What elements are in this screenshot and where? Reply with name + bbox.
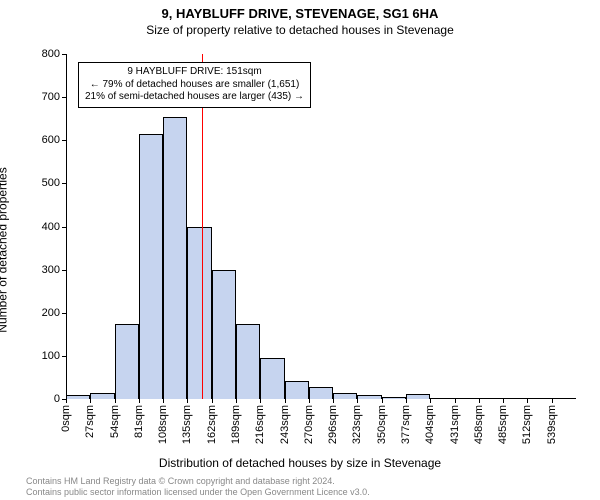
x-tick-label: 512sqm [521, 399, 533, 444]
histogram-bar [309, 387, 333, 399]
x-tick-label: 162sqm [206, 399, 218, 444]
y-tick-mark [62, 227, 66, 228]
y-tick-mark [62, 356, 66, 357]
x-tick-label: 108sqm [157, 399, 169, 444]
x-tick-label: 216sqm [254, 399, 266, 444]
x-tick-label: 189sqm [230, 399, 242, 444]
x-tick-label: 350sqm [376, 399, 388, 444]
histogram-bar [212, 270, 236, 399]
annotation-line: ← 79% of detached houses are smaller (1,… [85, 79, 304, 92]
x-tick-label: 243sqm [279, 399, 291, 444]
y-tick-label: 600 [26, 134, 66, 146]
x-tick-label: 431sqm [449, 399, 461, 444]
y-tick-mark [62, 270, 66, 271]
annotation-line: 9 HAYBLUFF DRIVE: 151sqm [85, 66, 304, 79]
x-tick-label: 404sqm [424, 399, 436, 444]
x-tick-label: 323sqm [351, 399, 363, 444]
y-tick-label: 100 [26, 350, 66, 362]
y-tick-mark [62, 313, 66, 314]
footer-line-1: Contains HM Land Registry data © Crown c… [26, 476, 370, 487]
histogram-bar [139, 134, 163, 399]
x-tick-label: 0sqm [60, 399, 72, 432]
x-tick-label: 539sqm [546, 399, 558, 444]
page-title: 9, HAYBLUFF DRIVE, STEVENAGE, SG1 6HA [0, 0, 600, 21]
y-tick-label: 300 [26, 264, 66, 276]
x-tick-label: 377sqm [400, 399, 412, 444]
y-axis-label: Number of detached properties [0, 167, 10, 332]
x-tick-label: 81sqm [133, 399, 145, 438]
x-axis-label: Distribution of detached houses by size … [159, 456, 441, 470]
x-tick-label: 27sqm [84, 399, 96, 438]
x-tick-label: 458sqm [473, 399, 485, 444]
x-tick-label: 54sqm [109, 399, 121, 438]
histogram-bar [187, 227, 211, 400]
y-tick-mark [62, 54, 66, 55]
histogram-bar [260, 358, 284, 399]
annotation-line: 21% of semi-detached houses are larger (… [85, 91, 304, 104]
footer-line-2: Contains public sector information licen… [26, 487, 370, 498]
y-tick-label: 500 [26, 177, 66, 189]
histogram-bar [115, 324, 139, 399]
x-tick-label: 296sqm [327, 399, 339, 444]
x-tick-label: 270sqm [303, 399, 315, 444]
histogram-bar [285, 381, 309, 399]
chart-plot-area: 9 HAYBLUFF DRIVE: 151sqm← 79% of detache… [66, 54, 576, 399]
page-subtitle: Size of property relative to detached ho… [0, 21, 600, 37]
y-tick-mark [62, 97, 66, 98]
footer-attribution: Contains HM Land Registry data © Crown c… [26, 476, 370, 498]
x-tick-label: 485sqm [497, 399, 509, 444]
y-tick-mark [62, 140, 66, 141]
histogram-bar [236, 324, 260, 399]
histogram-bar [163, 117, 187, 399]
y-tick-mark [62, 183, 66, 184]
y-tick-label: 400 [26, 221, 66, 233]
x-tick-label: 135sqm [181, 399, 193, 444]
annotation-box: 9 HAYBLUFF DRIVE: 151sqm← 79% of detache… [78, 62, 311, 108]
y-tick-label: 200 [26, 307, 66, 319]
y-tick-label: 800 [26, 48, 66, 60]
y-tick-label: 700 [26, 91, 66, 103]
